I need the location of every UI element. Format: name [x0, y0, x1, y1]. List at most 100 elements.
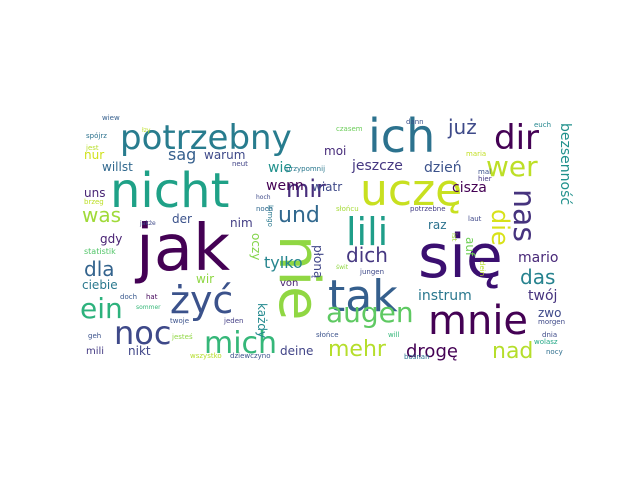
- word-die: die: [486, 209, 514, 246]
- word-mario: mario: [518, 250, 559, 266]
- word-dla: dla: [84, 257, 115, 281]
- word-jeden: jeden: [224, 317, 244, 325]
- word-mir: mir: [286, 175, 326, 203]
- word-wiatr: wiatr: [312, 180, 343, 194]
- word-wie: wie: [268, 160, 292, 176]
- word-laut: laut: [468, 215, 482, 223]
- word-der: der: [172, 212, 192, 226]
- word-nad: nad: [492, 339, 534, 364]
- word-das: das: [520, 265, 556, 289]
- word-czasem: czasem: [336, 125, 363, 133]
- word-nocy: nocy: [546, 348, 563, 356]
- word-von: von: [280, 278, 299, 289]
- word-jak: jak: [136, 212, 231, 286]
- word-maria: maria: [466, 150, 487, 158]
- word-hoch: hoch: [256, 194, 271, 201]
- word-lili: lili: [346, 210, 389, 254]
- word-jungen: jungen: [360, 268, 385, 276]
- word-und: und: [278, 203, 320, 228]
- word-droge: drogę: [406, 341, 458, 362]
- word-brzeg: brzeg: [84, 198, 104, 206]
- word-noc: noc: [114, 314, 172, 352]
- word-jeszcze: jeszcze: [352, 158, 403, 174]
- word-swit: świt: [336, 264, 349, 271]
- word-lzy: łzy: [142, 127, 151, 134]
- word-wir: wir: [196, 272, 215, 286]
- word-ich: ich: [368, 109, 436, 163]
- word-dzien: dzień: [424, 160, 462, 176]
- word-ein: ein: [80, 292, 123, 325]
- word-cisza: cisza: [452, 180, 487, 196]
- word-gdy: gdy: [100, 232, 123, 246]
- word-slonce: słońce: [316, 331, 339, 339]
- word-dnia: dnia: [542, 331, 558, 339]
- word-twoje: twoje: [170, 317, 190, 325]
- word-nur: nur: [84, 148, 105, 162]
- word-mnie: mnie: [428, 298, 529, 344]
- word-auf: auf: [463, 237, 477, 257]
- word-mehr: mehr: [328, 337, 386, 362]
- word-jakze: jakże: [140, 220, 156, 227]
- word-przypomnij: przypomnij: [286, 165, 326, 173]
- word-twoj: twój: [528, 288, 558, 304]
- word-wenn: wenn: [266, 178, 304, 194]
- word-will: will: [388, 331, 400, 339]
- word-raz: raz: [428, 218, 447, 232]
- word-warum: warum: [204, 148, 246, 162]
- word-moi: moi: [324, 144, 347, 158]
- word-sloncu: słońcu: [336, 205, 359, 213]
- word-wolasz: wolasz: [534, 338, 558, 346]
- word-zwo: zwo: [538, 306, 562, 320]
- word-nikt: nikt: [128, 344, 151, 358]
- word-mich: mich: [204, 326, 278, 361]
- word-deine: deine: [280, 344, 314, 358]
- word-kazdy: każdy: [255, 303, 269, 339]
- word-morgen: morgen: [538, 318, 566, 326]
- word-nicht: nicht: [110, 163, 230, 219]
- word-jest: jest: [86, 144, 99, 152]
- word-bosnan: bośnan: [404, 353, 430, 361]
- word-zyc: żyć: [170, 278, 234, 322]
- word-oczy: oczy: [249, 233, 263, 261]
- word-sag: sag: [168, 145, 197, 164]
- word-neut: neut: [232, 160, 248, 168]
- word-wszystko: wszystko: [190, 352, 222, 360]
- word-dann: dann: [406, 118, 424, 126]
- word-euch: euch: [534, 121, 552, 129]
- word-spojrz: spójrz: [86, 132, 107, 140]
- word-potrzebny: potrzebny: [120, 118, 292, 158]
- word-dich: dich: [346, 243, 388, 267]
- word-mal: mal: [478, 168, 492, 176]
- word-geh: geh: [88, 332, 102, 340]
- word-tylko: tylko: [264, 253, 303, 272]
- word-ucze: uczę: [360, 165, 463, 216]
- word-nas: nas: [506, 189, 541, 243]
- word-dir: dir: [494, 118, 540, 158]
- word-dein: dein: [478, 261, 486, 277]
- word-potrzebne: potrzebne: [410, 205, 446, 213]
- word-statistik: statistik: [84, 247, 116, 256]
- word-sommer: sommer: [136, 304, 161, 311]
- word-doch: doch: [120, 293, 138, 301]
- word-jestes: jesteś: [172, 333, 193, 341]
- word-ciebie: ciebie: [82, 278, 118, 292]
- word-sie: się: [418, 222, 503, 292]
- word-hier: hier: [478, 175, 492, 183]
- word-wiew: wiew: [102, 114, 120, 122]
- word-nie: nie: [266, 235, 331, 321]
- word-uns: uns: [84, 186, 106, 200]
- word-dziewczyno: dziewczyno: [230, 352, 271, 360]
- word-instrum: instrum: [418, 288, 472, 304]
- word-ist: ist: [450, 233, 458, 242]
- word-bezsennosc: bezsenność: [557, 123, 573, 206]
- word-juz: już: [448, 115, 477, 139]
- word-was: was: [82, 203, 122, 227]
- word-tak: tak: [328, 271, 398, 322]
- word-wer: wer: [486, 150, 538, 183]
- word-nim: nim: [230, 216, 253, 230]
- word-mili: mili: [86, 346, 105, 357]
- word-cloud: jak się nie nicht ich uczę tak potrzebny…: [80, 109, 573, 365]
- word-noch: noch: [256, 205, 274, 213]
- word-augen: augen: [326, 296, 414, 329]
- word-plona: płoną: [311, 245, 325, 279]
